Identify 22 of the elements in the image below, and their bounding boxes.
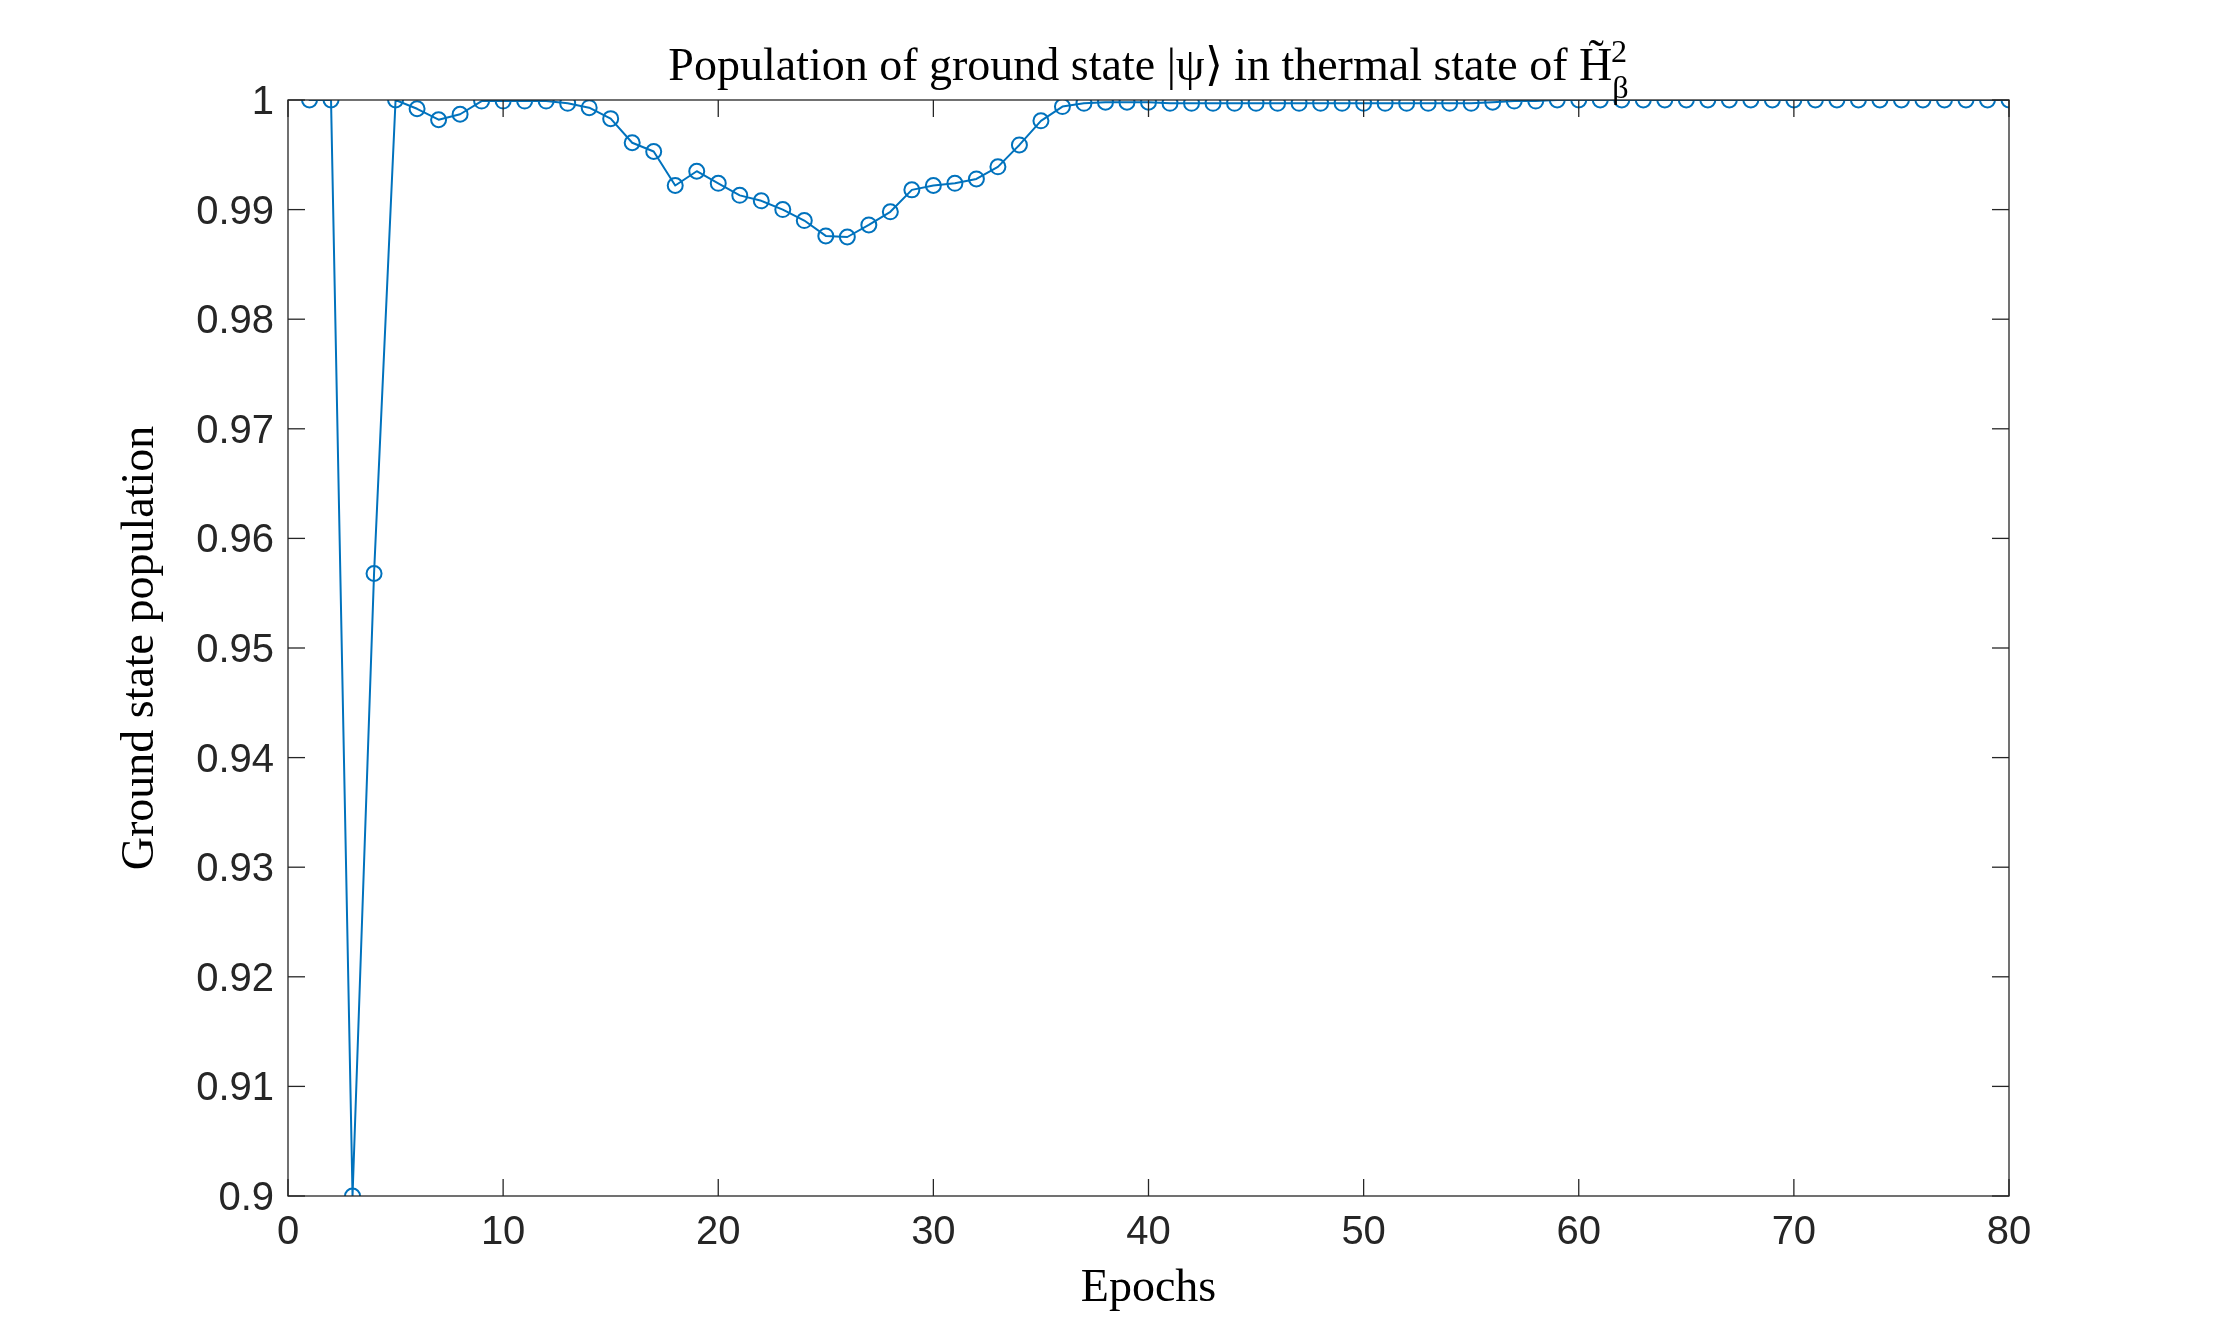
y-tick-label: 0.95 bbox=[196, 626, 274, 670]
x-tick-label: 70 bbox=[1771, 1208, 1817, 1252]
x-tick-label: 80 bbox=[1986, 1208, 2032, 1252]
x-axis-title: Epochs bbox=[1080, 1260, 1217, 1311]
y-tick-label: 0.98 bbox=[196, 297, 274, 342]
y-tick-label: 0.9 bbox=[218, 1174, 274, 1218]
y-tick-label: 0.94 bbox=[196, 735, 274, 780]
x-tick-label: 10 bbox=[480, 1208, 526, 1252]
x-tick-label: 30 bbox=[911, 1208, 956, 1252]
x-tick-label: 60 bbox=[1556, 1208, 1601, 1252]
y-tick-label: 1 bbox=[251, 78, 274, 122]
y-tick-label: 0.93 bbox=[196, 845, 274, 890]
x-tick-label: 40 bbox=[1126, 1208, 1171, 1252]
y-tick-label: 0.91 bbox=[196, 1064, 274, 1109]
y-tick-label: 0.97 bbox=[196, 406, 274, 451]
x-tick-label: 20 bbox=[696, 1208, 741, 1252]
y-tick-label: 0.92 bbox=[196, 954, 274, 999]
x-tick-label: 0 bbox=[276, 1208, 300, 1252]
y-axis-title: Ground state population bbox=[112, 425, 163, 871]
x-tick-label: 50 bbox=[1341, 1208, 1386, 1252]
y-tick-label: 0.96 bbox=[196, 516, 274, 561]
y-tick-label: 0.99 bbox=[196, 187, 274, 232]
